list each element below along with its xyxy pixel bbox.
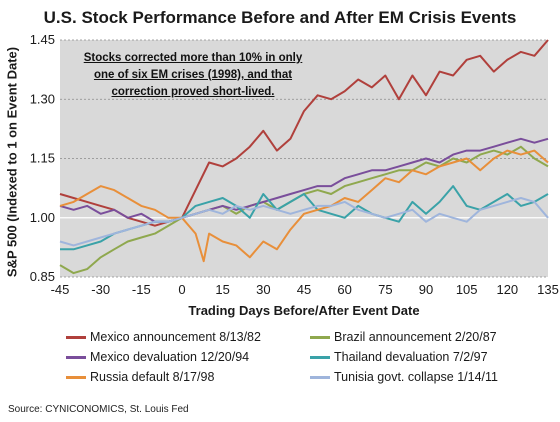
source-note: Source: CYNICONOMICS, St. Louis Fed bbox=[8, 404, 189, 415]
series-line-3 bbox=[59, 137, 549, 223]
legend-swatch bbox=[66, 335, 86, 339]
y-tick-label: 0.85 bbox=[30, 269, 55, 284]
legend-label: Brazil announcement 2/20/87 bbox=[334, 330, 497, 344]
x-tick-labels: -45 -30 -15 0 15 30 45 60 75 90 105 120 135 bbox=[51, 282, 559, 297]
series-line-1 bbox=[59, 39, 549, 227]
x-tick-label: 30 bbox=[256, 282, 270, 297]
x-tick-label: -45 bbox=[51, 282, 70, 297]
series-line-5 bbox=[59, 149, 549, 263]
legend-swatch bbox=[310, 355, 330, 359]
x-tick-label: 135 bbox=[537, 282, 559, 297]
legend-label: Thailand devaluation 7/2/97 bbox=[334, 350, 488, 364]
series-line-6 bbox=[59, 197, 549, 247]
series-lines bbox=[59, 39, 549, 275]
legend-item: Russia default 8/17/98 bbox=[66, 368, 214, 386]
x-axis-label: Trading Days Before/After Event Date bbox=[188, 303, 420, 318]
y-tick-label: 1.30 bbox=[30, 91, 55, 106]
x-tick-label: 120 bbox=[496, 282, 518, 297]
x-tick-label: 15 bbox=[215, 282, 229, 297]
x-tick-label: -15 bbox=[132, 282, 151, 297]
legend-item: Brazil announcement 2/20/87 bbox=[310, 328, 497, 346]
x-tick-label: 60 bbox=[337, 282, 351, 297]
chart-annotation: Stocks corrected more than 10% in only o… bbox=[83, 52, 303, 98]
legend-label: Mexico announcement 8/13/82 bbox=[90, 330, 261, 344]
legend-item: Mexico devaluation 12/20/94 bbox=[66, 348, 249, 366]
y-tick-labels: 0.85 1.00 1.15 1.30 1.45 bbox=[30, 32, 55, 284]
legend-item: Tunisia govt. collapse 1/14/11 bbox=[310, 368, 498, 386]
x-tick-label: -30 bbox=[91, 282, 110, 297]
x-tick-label: 75 bbox=[378, 282, 392, 297]
grid-lines bbox=[60, 39, 548, 278]
legend-label: Russia default 8/17/98 bbox=[90, 370, 215, 384]
legend-item: Thailand devaluation 7/2/97 bbox=[310, 348, 488, 366]
legend-label: Mexico devaluation 12/20/94 bbox=[90, 350, 250, 364]
chart-plot: 0.85 1.00 1.15 1.30 1.45 -45 -30 -15 0 15 30 45 60 7… bbox=[30, 32, 559, 297]
legend-item: Mexico announcement 8/13/82 bbox=[66, 328, 261, 346]
y-tick-label: 1.15 bbox=[30, 151, 55, 166]
x-tick-label: 45 bbox=[297, 282, 311, 297]
x-tick-label: 105 bbox=[456, 282, 478, 297]
legend-label: Tunisia govt. collapse 1/14/11 bbox=[334, 370, 498, 384]
x-tick-label: 90 bbox=[419, 282, 433, 297]
y-tick-label: 1.45 bbox=[30, 32, 55, 47]
legend-swatch bbox=[66, 375, 86, 379]
x-tick-label: 0 bbox=[178, 282, 185, 297]
legend-swatch bbox=[310, 375, 330, 379]
legend-swatch bbox=[310, 335, 330, 339]
legend-swatch bbox=[66, 355, 86, 359]
chart-title: U.S. Stock Performance Before and After … bbox=[43, 8, 517, 27]
y-tick-label: 1.00 bbox=[30, 210, 55, 225]
